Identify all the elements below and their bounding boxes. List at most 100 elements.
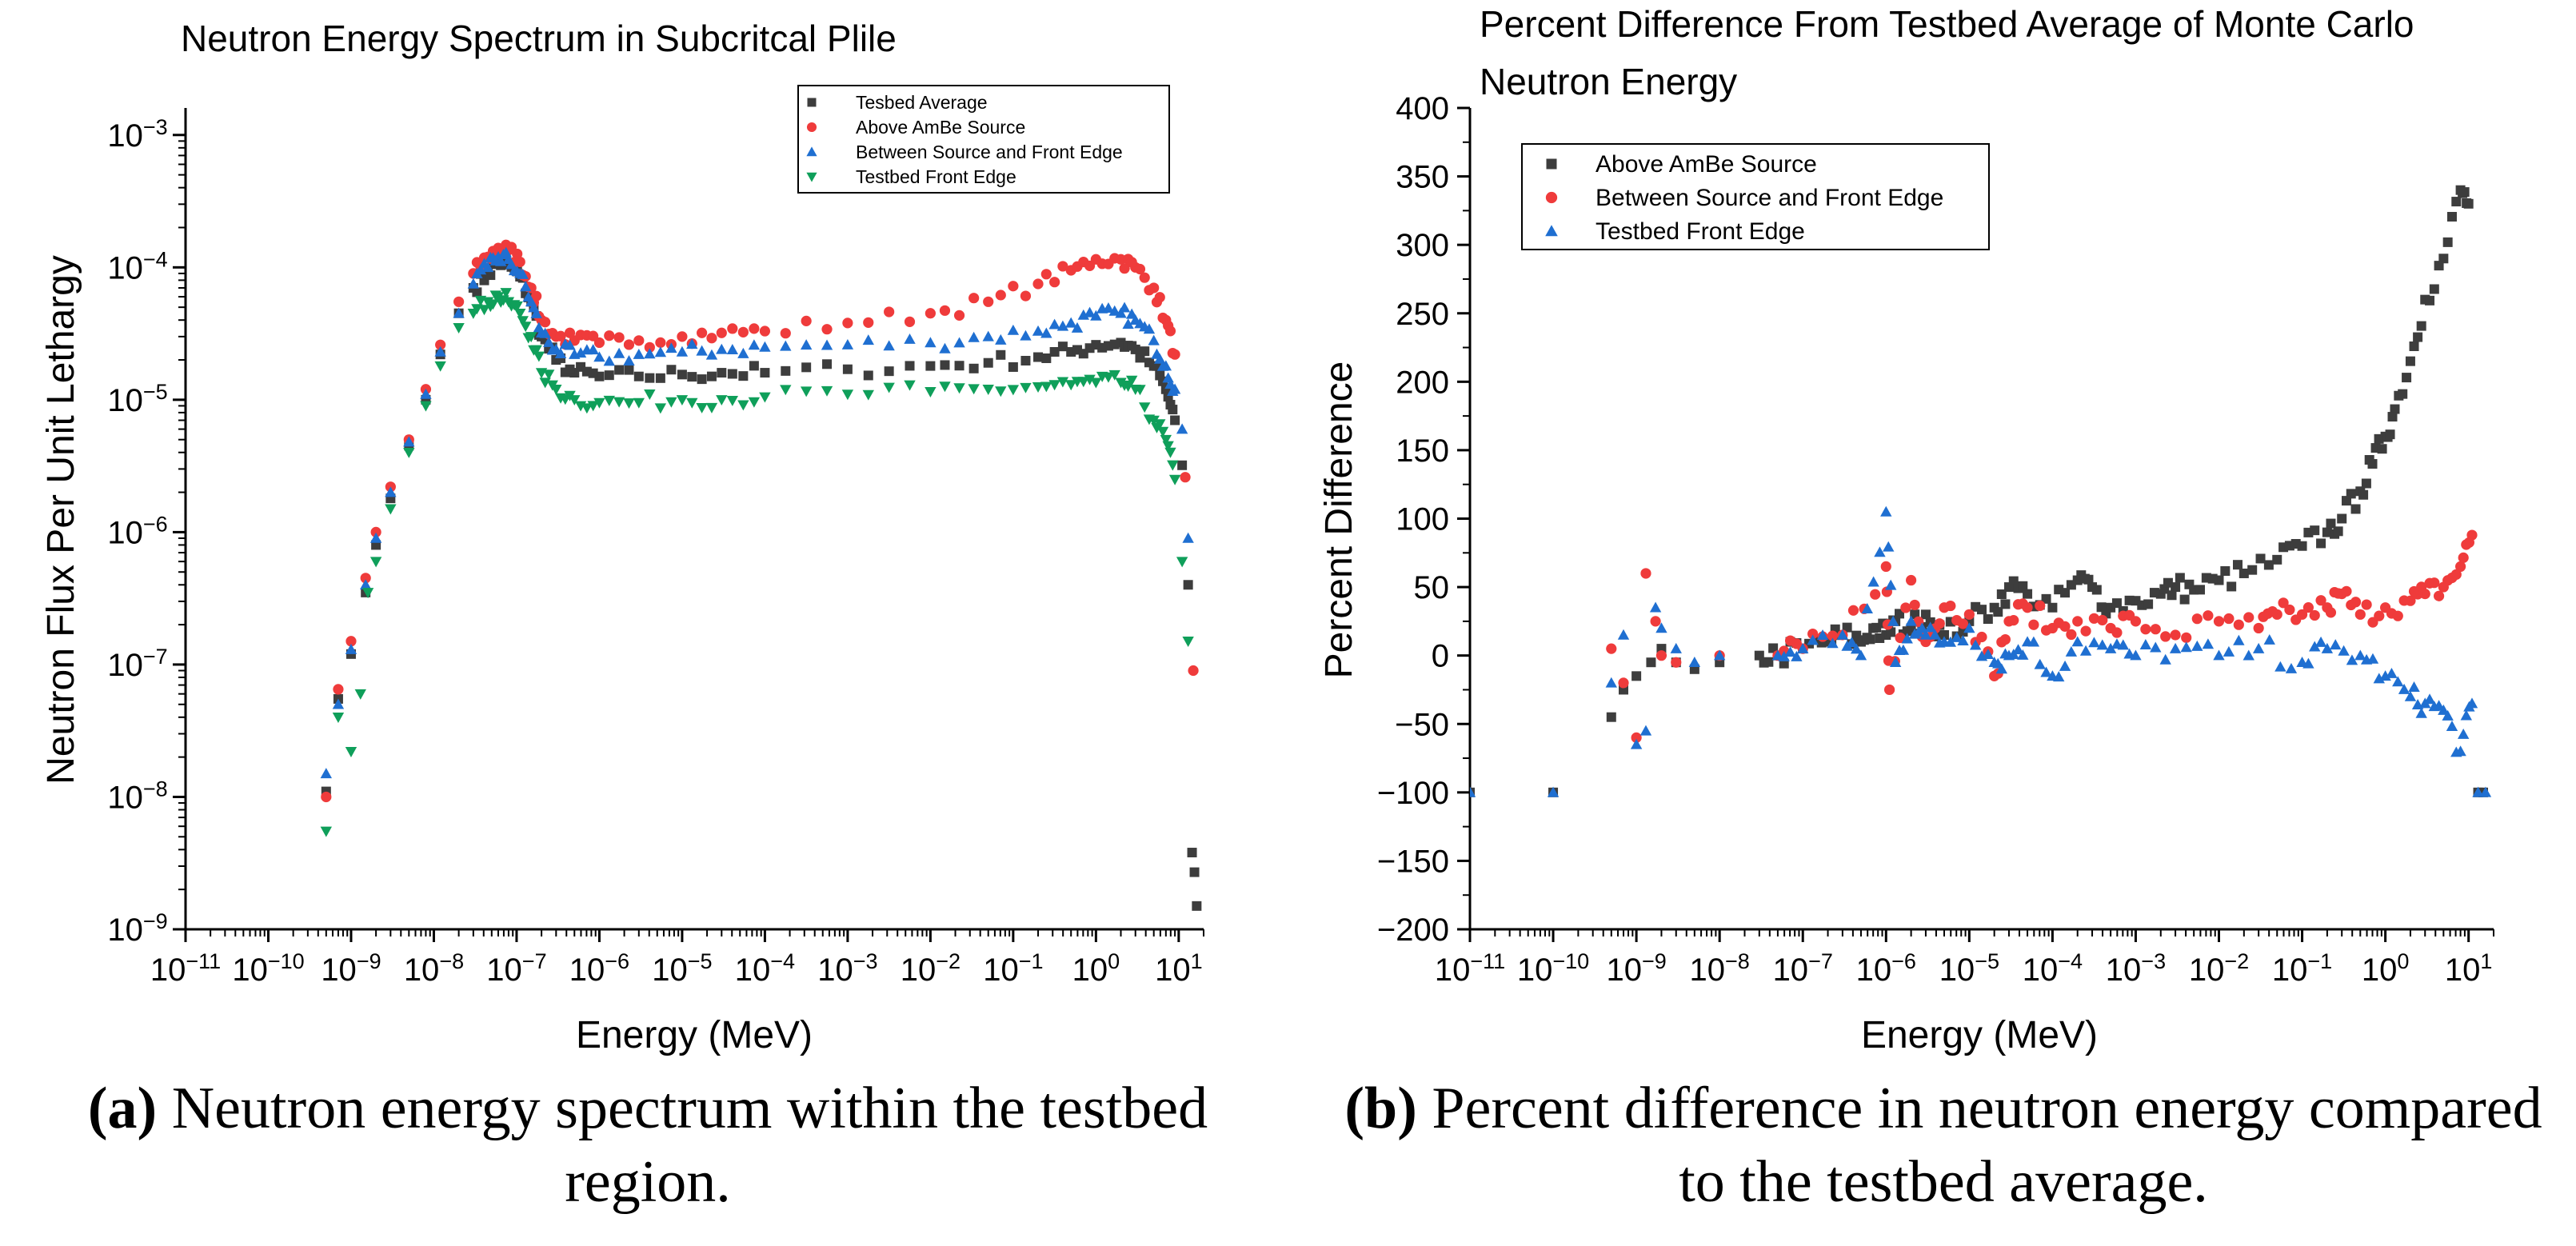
data-point (863, 317, 874, 328)
data-point (654, 403, 667, 414)
data-point (2479, 786, 2492, 797)
data-point (2450, 746, 2462, 757)
x-tick-label: 10−10 (232, 949, 304, 988)
data-point (2302, 602, 2314, 613)
data-point (1176, 423, 1188, 434)
data-point (2060, 588, 2071, 598)
data-point (1791, 638, 1802, 649)
data-point (655, 373, 665, 383)
data-point (345, 636, 357, 647)
data-point (369, 557, 382, 568)
data-point (665, 342, 677, 353)
data-point (1139, 402, 1151, 413)
data-point (2181, 632, 2192, 643)
data-point (1816, 629, 1829, 640)
data-point (2150, 624, 2161, 635)
data-point (345, 747, 357, 757)
data-point (1125, 308, 1138, 319)
data-point (801, 362, 812, 373)
data-point (2227, 581, 2237, 592)
data-point (624, 365, 634, 375)
data-point (487, 299, 499, 310)
data-point (2405, 356, 2415, 366)
data-point (2059, 660, 2071, 671)
data-point (1180, 472, 1191, 483)
data-point (574, 347, 587, 358)
data-point (884, 366, 894, 377)
data-point (1167, 460, 1179, 471)
data-point (1040, 327, 1052, 338)
data-point (1846, 637, 1858, 648)
y-tick-label: 350 (1396, 160, 1449, 195)
data-point (453, 323, 465, 333)
chart-a-y-axis-label: Neutron Flux Per Unit Lethargy (40, 255, 82, 785)
data-point (2071, 636, 2083, 647)
data-point (2040, 625, 2052, 636)
data-point (1118, 302, 1131, 313)
data-point (2213, 616, 2225, 627)
y-tick-label: 10−4 (107, 247, 167, 286)
data-point (320, 768, 333, 779)
legend-label: Tesbed Average (856, 92, 988, 113)
data-point (842, 317, 853, 329)
x-tick-label: 10−5 (1939, 949, 1999, 988)
data-point (1182, 532, 1194, 543)
data-point (822, 359, 833, 369)
caption-a-label: (a) (87, 1076, 158, 1141)
data-point (2316, 538, 2326, 549)
series-2 (320, 246, 1194, 779)
data-point (925, 361, 936, 371)
data-point (676, 345, 689, 357)
data-point (2322, 527, 2332, 537)
data-point (1020, 355, 1031, 365)
data-point (1934, 618, 1945, 629)
data-point (489, 290, 501, 302)
data-point (1999, 648, 2011, 659)
data-point (1102, 302, 1115, 313)
data-point (1836, 629, 1849, 640)
data-point (1547, 786, 1560, 797)
series-1 (1606, 529, 2478, 743)
data-point (1889, 657, 1902, 667)
data-point (1875, 633, 1885, 643)
data-point (1084, 260, 1096, 271)
data-point (716, 395, 728, 406)
series-0 (1470, 185, 2488, 797)
data-point (665, 397, 677, 408)
data-point (543, 336, 555, 347)
data-point (1916, 622, 1928, 633)
data-point (2398, 683, 2410, 694)
data-point (1041, 353, 1052, 363)
series-3 (320, 288, 1194, 837)
data-point (904, 380, 916, 391)
data-point (2169, 642, 2182, 653)
x-tick-label: 101 (2445, 949, 2493, 988)
data-point (1139, 272, 1150, 283)
data-point (995, 386, 1007, 397)
chart-b-title-line-1: Percent Difference From Testbed Average … (1480, 3, 2414, 45)
y-tick-label: 10−6 (107, 512, 167, 550)
data-point (1065, 380, 1077, 391)
data-point (2442, 709, 2454, 721)
data-point (2123, 648, 2135, 659)
data-point (925, 337, 937, 348)
figure: Neutron Energy Spectrum in Subcritcal Pl… (40, 3, 2494, 1056)
data-point (2253, 622, 2264, 634)
x-tick-label: 10−4 (2023, 949, 2083, 988)
data-point (800, 386, 813, 397)
data-point (1807, 634, 1819, 645)
data-point (2072, 616, 2083, 627)
data-point (539, 327, 551, 338)
data-point (842, 364, 853, 374)
data-point (2053, 671, 2065, 682)
data-point (1713, 649, 1726, 661)
data-point (748, 397, 761, 408)
data-point (644, 348, 656, 359)
data-point (727, 323, 738, 334)
data-point (1189, 867, 1200, 877)
data-point (2066, 580, 2076, 590)
legend-marker (806, 172, 817, 182)
data-point (954, 361, 965, 371)
data-point (511, 301, 523, 312)
data-point (1048, 380, 1060, 391)
